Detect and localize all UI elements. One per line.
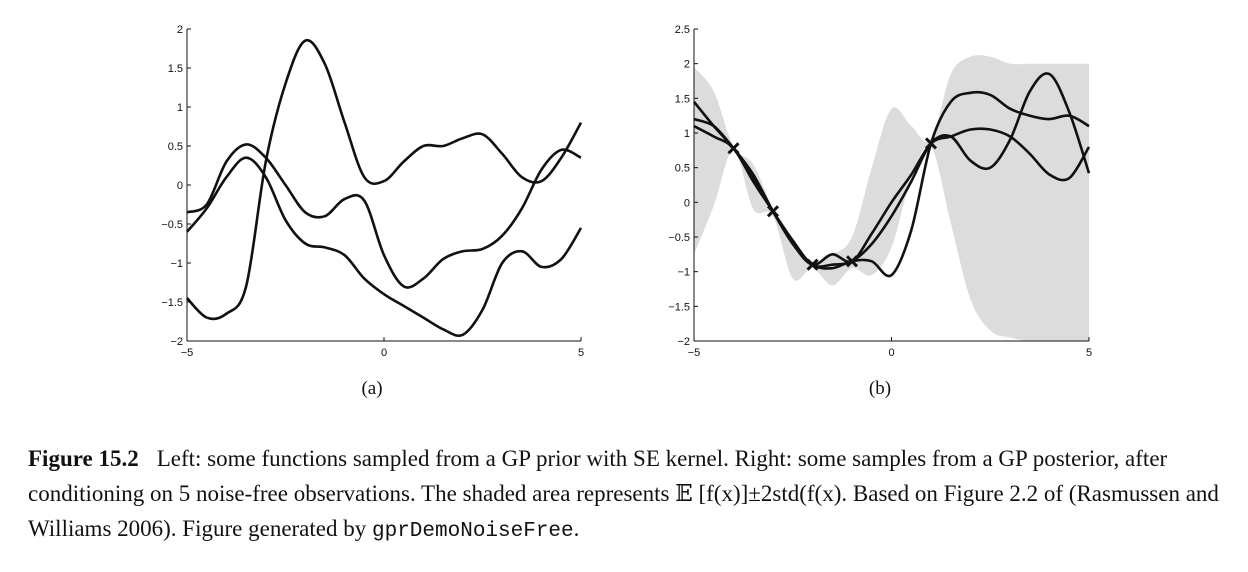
y-tick-label: −0.5: [668, 232, 690, 244]
y-tick-label: −1: [677, 267, 690, 279]
x-tick-label: −5: [688, 347, 701, 359]
caption-text-3: .: [573, 516, 580, 541]
plot-panel-1: −2 −1.5 −1 −0.5 0 0.5 1 1.5 2 −5 0 5 (a): [161, 24, 584, 399]
series-line-1: [186, 156, 583, 337]
observation-marker: [806, 258, 819, 271]
y-tick-label: −1: [170, 258, 183, 270]
y-tick-label: 0: [684, 197, 690, 209]
panel-label: (a): [361, 378, 382, 399]
caption-code: gprDemoNoiseFree: [372, 520, 574, 543]
x-tick-label: 0: [888, 347, 894, 359]
y-tick-label: 0.5: [168, 141, 183, 153]
observation-marker: [845, 255, 859, 268]
y-tick-label: 1.5: [675, 93, 690, 105]
caption-text-2: . Based on Figure 2.2 of (Rasmussen and …: [28, 481, 1219, 541]
y-tick-label: 1: [177, 102, 183, 114]
caption-figure-number: Figure 15.2: [28, 446, 139, 471]
y-tick-label: 1.5: [168, 63, 183, 75]
x-tick-label: 0: [381, 347, 387, 359]
figure-caption: Figure 15.2 Left: some functions sampled …: [28, 441, 1228, 549]
series-line-2: [693, 72, 1091, 268]
caption-formula: 𝔼 [f(x)]±2std(f(x): [675, 481, 842, 506]
y-tick-label: −1.5: [161, 297, 183, 309]
confidence-band: [694, 55, 1089, 342]
y-tick-label: −0.5: [161, 219, 183, 231]
y-tick-label: 1: [684, 128, 690, 140]
y-tick-label: −2: [170, 336, 183, 348]
x-tick-label: 5: [578, 347, 584, 359]
y-tick-label: −2: [677, 336, 690, 348]
y-tick-label: 2: [177, 24, 183, 36]
x-tick-label: 5: [1086, 347, 1092, 359]
observation-marker: [727, 142, 740, 155]
series-line-3: [693, 117, 1091, 267]
series-line-2: [186, 38, 583, 321]
panel-label: (b): [869, 378, 891, 399]
x-tick-label: −5: [181, 347, 194, 359]
y-tick-label: 2: [684, 59, 690, 71]
y-tick-label: 0: [177, 180, 183, 192]
observation-marker: [924, 137, 938, 150]
y-tick-label: 2.5: [675, 24, 690, 36]
y-tick-label: −1.5: [668, 301, 690, 313]
plot-panel-2: −2 −1.5 −1 −0.5 0 0.5 1 1.5 2 2.5 −5 0 5 (b): [668, 24, 1092, 399]
observation-marker: [766, 205, 780, 218]
caption-text-1: Left: some functions sampled from a GP p…: [28, 446, 1168, 506]
series-line-3: [186, 143, 582, 289]
y-tick-label: 0.5: [675, 163, 690, 175]
